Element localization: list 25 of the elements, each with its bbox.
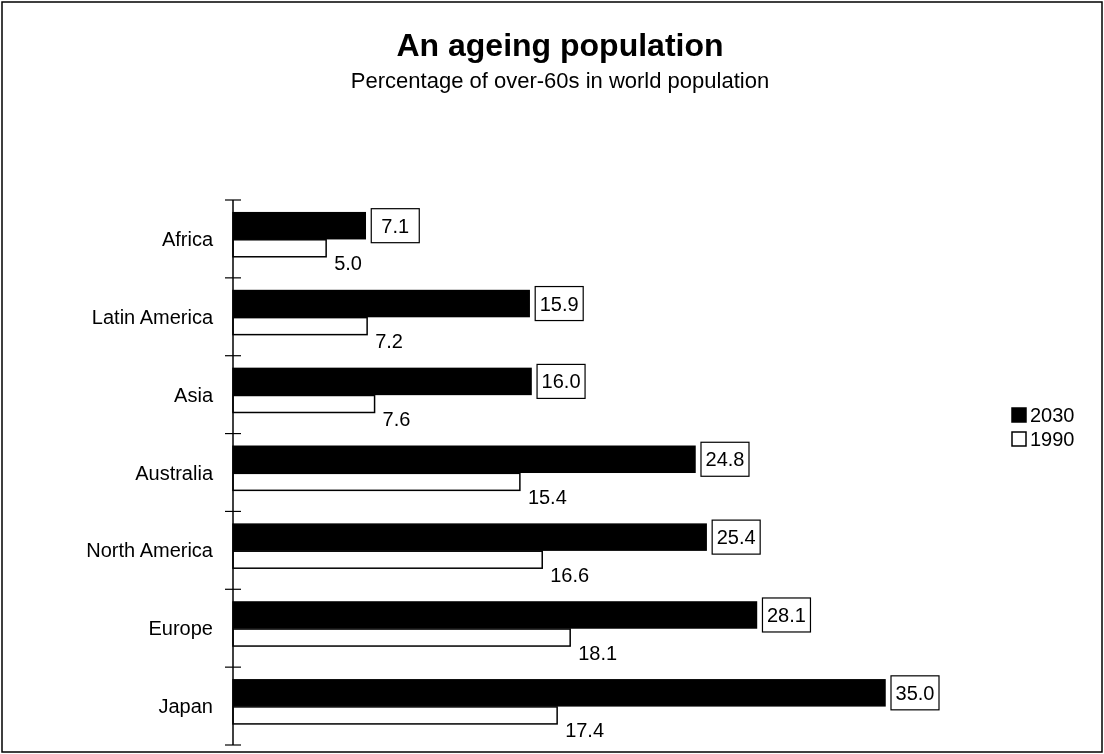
data-label: 5.0: [334, 252, 362, 275]
data-label: 25.4: [716, 526, 756, 549]
data-label: 16.0: [541, 370, 581, 393]
chart-subtitle: Percentage of over-60s in world population: [350, 68, 770, 93]
y-tick-label: Latin America: [91, 305, 214, 328]
y-tick-label: Japan: [158, 695, 213, 718]
data-label: 15.9: [539, 292, 579, 315]
data-label: 35.0: [895, 681, 935, 704]
y-tick-label: North America: [86, 539, 214, 562]
data-label: 18.1: [578, 641, 618, 664]
y-tick-label: Australia: [135, 461, 214, 484]
legend-label: 2030: [1030, 404, 1075, 426]
data-label: 7.1: [381, 214, 410, 237]
data-label: 16.6: [550, 563, 590, 586]
chart-title: An ageing population: [396, 27, 724, 63]
y-tick-label: Asia: [174, 383, 214, 406]
data-label: 17.4: [565, 719, 605, 742]
y-tick-label: Europe: [148, 617, 213, 640]
legend-label: 1990: [1030, 428, 1075, 450]
data-label: 28.1: [766, 603, 806, 626]
data-label: 24.8: [705, 448, 745, 471]
y-tick-label: Africa: [161, 227, 214, 250]
data-label: 7.2: [375, 330, 403, 353]
data-label: 7.6: [382, 407, 411, 430]
data-label: 15.4: [527, 485, 567, 508]
